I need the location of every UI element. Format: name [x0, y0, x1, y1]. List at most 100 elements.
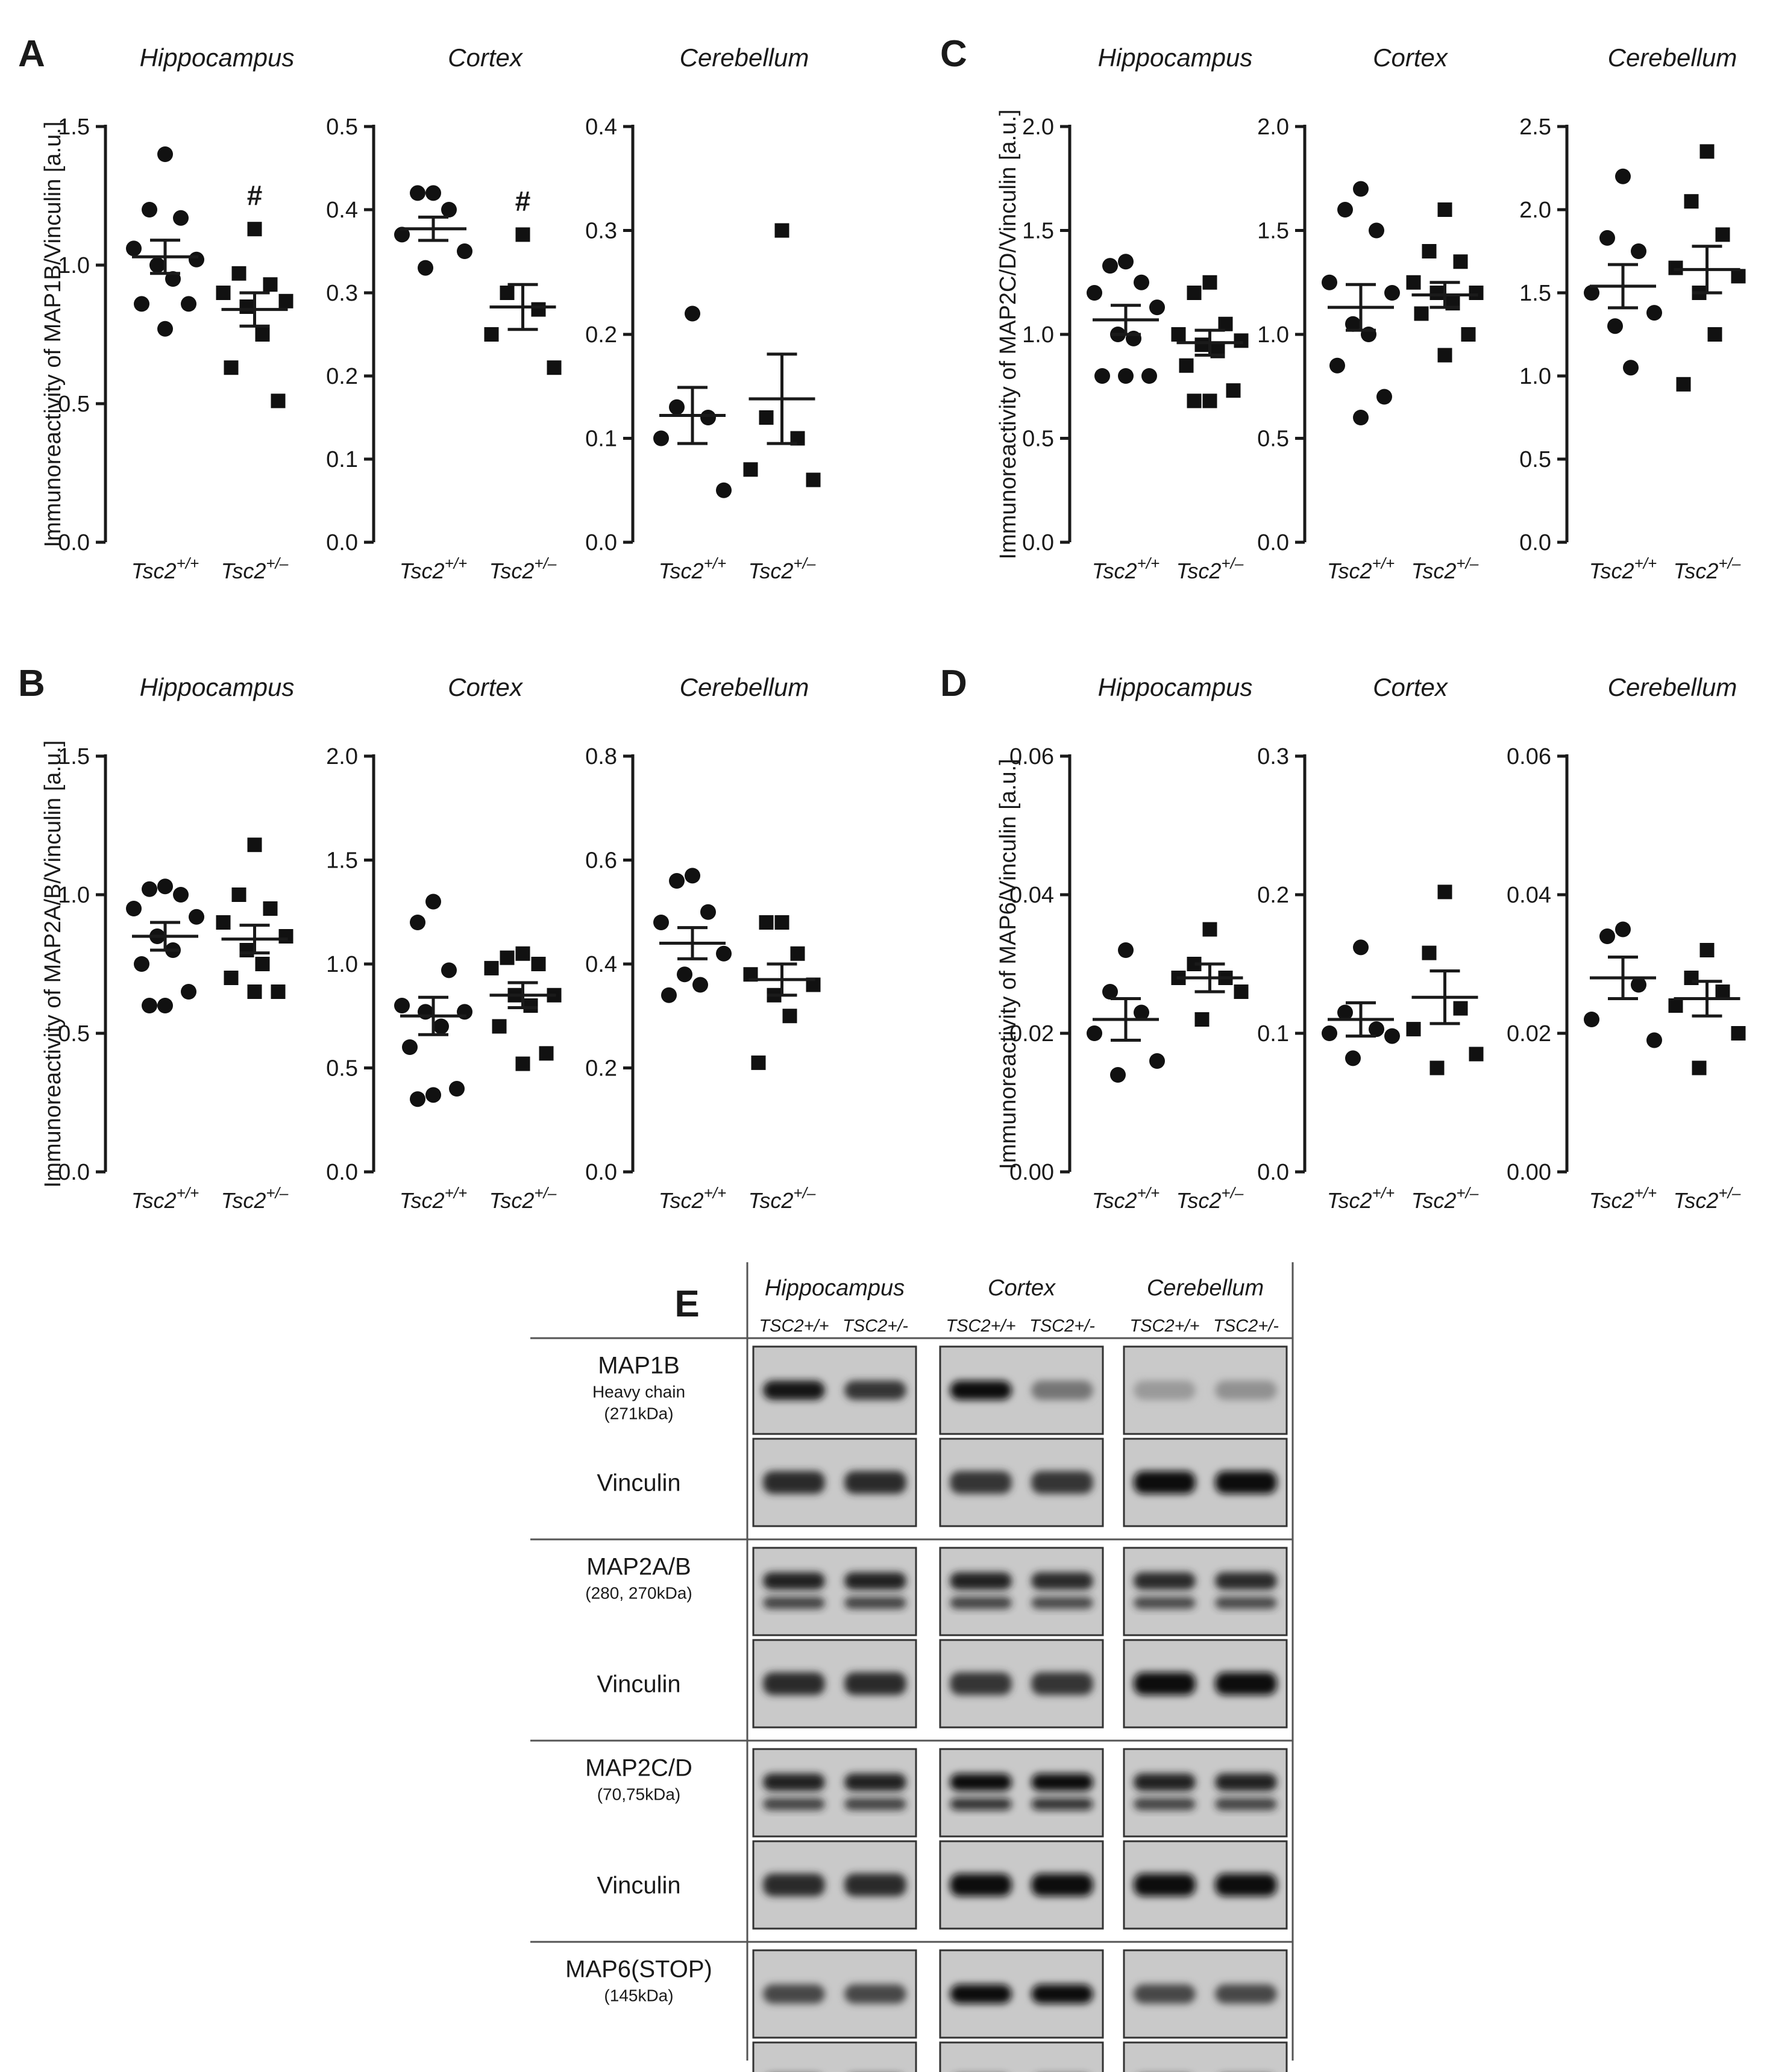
blot-band	[1215, 1672, 1277, 1695]
data-point-het	[255, 327, 270, 342]
group-label: Tsc2+/–	[489, 554, 557, 583]
blot-band	[1031, 1597, 1093, 1609]
data-point-wt	[1384, 1028, 1400, 1044]
data-point-wt	[142, 998, 157, 1013]
blot-row-label: MAP2A/B	[586, 1554, 691, 1580]
y-tick-label: 0.00	[1507, 1160, 1551, 1185]
y-tick-label: 1.0	[58, 253, 90, 278]
data-point-het	[1668, 260, 1683, 275]
group-label: Tsc2+/–	[1176, 554, 1244, 583]
y-tick-label: 0.2	[1257, 883, 1289, 908]
data-point-het	[1226, 383, 1241, 398]
chart-cortex: Cortex 0.0 0.5 1.0 1.5 2.0 Tsc2+/+ Tsc2+/–	[326, 673, 562, 1213]
data-point-wt	[1353, 181, 1369, 197]
y-tick-label: 0.2	[326, 364, 358, 389]
data-point-het	[515, 1056, 530, 1071]
data-point-wt	[1134, 1004, 1149, 1021]
group-label-sup: +/+	[1372, 554, 1395, 572]
blot-band	[844, 1597, 906, 1609]
y-tick-label: 0.4	[585, 952, 617, 977]
data-point-wt	[1322, 274, 1337, 290]
group-label-sup: +/–	[1718, 554, 1740, 572]
data-point-het	[239, 943, 254, 957]
y-tick-label: 0.0	[585, 530, 617, 556]
blot-band	[1031, 1471, 1093, 1494]
blot-band	[763, 1873, 825, 1897]
blot-strip	[1123, 1438, 1288, 1527]
blot-row-label: MAP6(STOP)	[565, 1956, 712, 1983]
blot-row-sublabel: Heavy chain	[592, 1383, 685, 1401]
data-point-het	[263, 901, 278, 916]
group-label: Tsc2+/–	[489, 1184, 557, 1213]
blot-row-sublabel: (145kDa)	[604, 1986, 673, 2005]
panel-c: C Immunoreactivity of MAP2C/D/Vinculin [a…	[940, 33, 1746, 583]
blot-band	[1134, 1873, 1196, 1897]
blot-band	[1215, 1597, 1277, 1609]
data-point-het	[1715, 984, 1730, 999]
blot-strip	[1123, 1345, 1288, 1435]
data-point-het	[1437, 202, 1452, 217]
y-tick-label: 0.5	[1519, 447, 1551, 472]
blot-strip	[752, 1547, 917, 1636]
data-point-wt	[173, 887, 189, 903]
group-label-sup: +/+	[1137, 1184, 1160, 1202]
group-label-sup: +/–	[1221, 554, 1243, 572]
y-tick-label: 0.0	[58, 530, 90, 556]
blot-strip-bg	[939, 1748, 1104, 1838]
y-tick-label: 1.5	[58, 744, 90, 769]
y-tick-label: 0.0	[1022, 530, 1054, 556]
chart-title: Hippocampus	[1098, 673, 1253, 701]
data-point-wt	[181, 296, 196, 312]
y-tick-label: 1.0	[1519, 364, 1551, 389]
data-point-wt	[1353, 939, 1369, 956]
y-tick-label: 0.5	[58, 1021, 90, 1047]
blot-region-title: Hippocampus	[765, 1275, 905, 1301]
group-label: Tsc2+/+	[1589, 1184, 1657, 1213]
blot-row-sublabel: (271kDa)	[604, 1404, 673, 1423]
y-axis-label: Immunoreactivity of MAP2C/D/Vinculin [a.…	[996, 110, 1021, 560]
blot-strip-bg	[752, 1748, 917, 1838]
chart-title: Cortex	[448, 673, 524, 701]
blot-region-title: Cerebellum	[1147, 1275, 1264, 1301]
blot-strip	[1123, 2041, 1288, 2072]
blot-band	[950, 1798, 1012, 1811]
blot-strip	[752, 1840, 917, 1930]
y-tick-label: 2.0	[1257, 114, 1289, 140]
blot-band	[950, 1984, 1012, 2004]
data-point-wt	[142, 881, 157, 897]
blot-band	[763, 1984, 825, 2004]
blot-strip-bg	[1123, 1547, 1288, 1636]
data-point-wt	[1087, 1025, 1102, 1041]
data-point-wt	[700, 904, 716, 920]
blot-band	[1215, 1471, 1277, 1494]
blot-strip	[752, 1748, 917, 1838]
y-tick-label: 0.3	[326, 281, 358, 306]
blot-strip	[752, 1438, 917, 1527]
significance-marker: #	[247, 180, 263, 211]
y-tick-label: 1.0	[326, 952, 358, 977]
data-point-wt	[1369, 222, 1384, 239]
blot-band	[1134, 1572, 1196, 1590]
blot-strip-bg	[1123, 2041, 1288, 2072]
chart-hippocampus: Hippocampus 0.0 0.5 1.0 1.5 2.0 Tsc2+/+ Tsc2+/–	[1022, 43, 1252, 583]
data-point-wt	[457, 243, 472, 259]
y-tick-label: 0.5	[326, 1056, 358, 1081]
data-point-wt	[1599, 230, 1615, 246]
blot-band	[1134, 1471, 1196, 1494]
data-point-wt	[1345, 316, 1361, 332]
data-point-het	[255, 957, 270, 971]
data-point-wt	[1322, 1025, 1337, 1041]
data-point-het	[239, 299, 254, 314]
data-point-het	[216, 286, 231, 300]
blot-strip-bg	[1123, 1748, 1288, 1838]
data-point-het	[1453, 1001, 1468, 1016]
group-label: Tsc2+/+	[1327, 1184, 1395, 1213]
data-point-wt	[1337, 1004, 1353, 1021]
blot-lane-label: TSC2+/+	[759, 1316, 829, 1336]
chart-cortex: Cortex 0.0 0.1 0.2 0.3 0.4 0.5 Tsc2+/+ Tsc2+/– #	[326, 43, 562, 583]
group-label: Tsc2+/–	[1674, 1184, 1741, 1213]
data-point-wt	[1345, 1050, 1361, 1066]
chart-hippocampus: Hippocampus 0.0 0.5 1.0 1.5 Tsc2+/+ Tsc2+/– #	[58, 43, 294, 583]
data-point-het	[759, 915, 774, 930]
data-point-wt	[1623, 360, 1639, 376]
